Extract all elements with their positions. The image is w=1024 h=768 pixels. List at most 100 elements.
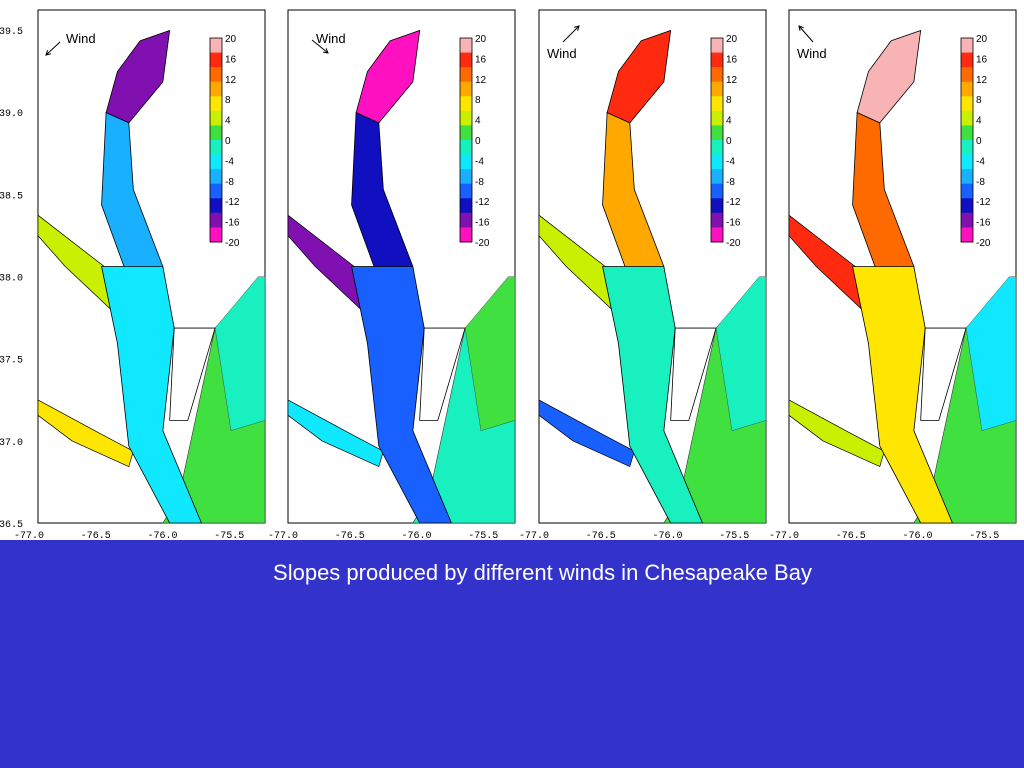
x-tick-label: -76.5 xyxy=(335,531,365,540)
colorbar-label: 8 xyxy=(726,95,732,106)
colorbar-label: 12 xyxy=(475,75,487,86)
x-tick-label: -77.0 xyxy=(519,531,549,540)
peninsula-land xyxy=(670,327,717,421)
colorbar-label: 12 xyxy=(976,75,988,86)
colorbar-label: -4 xyxy=(475,156,484,167)
colorbar-swatch xyxy=(711,140,723,156)
colorbar-swatch xyxy=(711,96,723,112)
ocean-shelf xyxy=(214,276,266,431)
colorbar-label: -4 xyxy=(225,156,234,167)
colorbar-swatch xyxy=(210,227,222,243)
colorbar-swatch xyxy=(210,140,222,156)
wind-label: Wind xyxy=(66,31,96,46)
peninsula-land xyxy=(920,327,967,421)
x-tick-label: -75.5 xyxy=(214,531,244,540)
x-tick-label: -75.5 xyxy=(969,531,999,540)
x-tick-label: -76.5 xyxy=(836,531,866,540)
colorbar-swatch xyxy=(961,67,973,83)
colorbar-swatch xyxy=(460,110,472,126)
x-tick-label: -75.5 xyxy=(468,531,498,540)
colorbar-swatch xyxy=(460,125,472,141)
colorbar-swatch xyxy=(961,96,973,112)
colorbar-swatch xyxy=(460,81,472,97)
colorbar-swatch xyxy=(961,183,973,199)
colorbar-swatch xyxy=(711,110,723,126)
colorbar-swatch xyxy=(711,212,723,228)
colorbar-label: 12 xyxy=(726,75,738,86)
peninsula-land xyxy=(419,327,466,421)
colorbar-swatch xyxy=(961,125,973,141)
colorbar-label: -20 xyxy=(976,238,991,249)
colorbar-label: -16 xyxy=(726,218,741,229)
colorbar-label: -16 xyxy=(976,218,991,229)
colorbar-swatch xyxy=(210,212,222,228)
x-tick-label: -76.0 xyxy=(903,531,933,540)
colorbar-swatch xyxy=(961,198,973,214)
colorbar-swatch xyxy=(460,140,472,156)
colorbar-swatch xyxy=(460,67,472,83)
y-tick-label: 39.0 xyxy=(0,109,23,120)
colorbar-swatch xyxy=(210,67,222,83)
colorbar-swatch xyxy=(210,52,222,68)
colorbar-label: 20 xyxy=(225,34,237,45)
colorbar-label: 8 xyxy=(475,95,481,106)
colorbar-label: 16 xyxy=(726,54,738,65)
wind-label: Wind xyxy=(547,46,577,61)
y-tick-label: 39.5 xyxy=(0,27,23,38)
ocean-shelf xyxy=(464,276,516,431)
colorbar-swatch xyxy=(460,154,472,170)
x-tick-label: -75.5 xyxy=(719,531,749,540)
colorbar-swatch xyxy=(961,38,973,54)
colorbar-swatch xyxy=(210,125,222,141)
colorbar-swatch xyxy=(711,67,723,83)
colorbar-swatch xyxy=(711,198,723,214)
bay-south xyxy=(852,266,954,524)
x-tick-label: -76.5 xyxy=(586,531,616,540)
colorbar-label: 0 xyxy=(475,136,481,147)
southwest-river xyxy=(538,399,635,468)
y-tick-label: 37.5 xyxy=(0,356,23,367)
colorbar-swatch xyxy=(711,154,723,170)
x-tick-label: -77.0 xyxy=(268,531,298,540)
wind-arrowhead xyxy=(45,50,51,56)
map-panel: 20 16 12 8 4 0 -4 -8 -12 -16 -20 Wind -77.0 -76.5 -76.… xyxy=(769,9,1017,540)
figure-area: 20 16 12 8 4 0 -4 -8 -12 -16 -20 Wind -77.0 -76.5 -76.… xyxy=(0,0,1024,540)
x-tick-label: -76.5 xyxy=(81,531,111,540)
colorbar-label: 4 xyxy=(475,116,481,127)
colorbar-swatch xyxy=(210,169,222,185)
colorbar-label: -8 xyxy=(976,177,985,188)
wind-label: Wind xyxy=(797,46,827,61)
colorbar-label: 12 xyxy=(225,75,237,86)
colorbar-swatch xyxy=(460,52,472,68)
bay-south xyxy=(351,266,453,524)
colorbar-label: -20 xyxy=(475,238,490,249)
colorbar-label: 4 xyxy=(225,116,231,127)
bay-south xyxy=(602,266,704,524)
wind-arrow xyxy=(798,25,814,43)
colorbar-swatch xyxy=(961,110,973,126)
colorbar-label: 0 xyxy=(976,136,982,147)
x-tick-label: -77.0 xyxy=(769,531,799,540)
y-tick-label: 37.0 xyxy=(0,438,23,449)
caption: Slopes produced by different winds in Ch… xyxy=(273,560,812,585)
colorbar-frame xyxy=(710,37,724,243)
map-panel: 20 16 12 8 4 0 -4 -8 -12 -16 -20 Wind -77.0 -76.5 -76.… xyxy=(519,9,767,540)
colorbar-swatch xyxy=(210,81,222,97)
colorbar-swatch xyxy=(210,154,222,170)
x-tick-label: -77.0 xyxy=(14,531,44,540)
colorbar-label: 8 xyxy=(225,95,231,106)
colorbar-swatch xyxy=(961,227,973,243)
colorbar-swatch xyxy=(460,169,472,185)
colorbar-label: -8 xyxy=(225,177,234,188)
colorbar-label: 20 xyxy=(475,34,487,45)
map-panel: 20 16 12 8 4 0 -4 -8 -12 -16 -20 Wind -77.0 -76.5 -76.… xyxy=(14,9,266,540)
colorbar-label: 4 xyxy=(726,116,732,127)
y-tick-label: 38.5 xyxy=(0,191,23,202)
colorbar-swatch xyxy=(460,227,472,243)
colorbar-label: -8 xyxy=(475,177,484,188)
ocean-shelf xyxy=(965,276,1017,431)
colorbar-swatch xyxy=(460,183,472,199)
colorbar-label: -4 xyxy=(726,156,735,167)
colorbar-label: -12 xyxy=(726,197,741,208)
colorbar-label: 16 xyxy=(225,54,237,65)
